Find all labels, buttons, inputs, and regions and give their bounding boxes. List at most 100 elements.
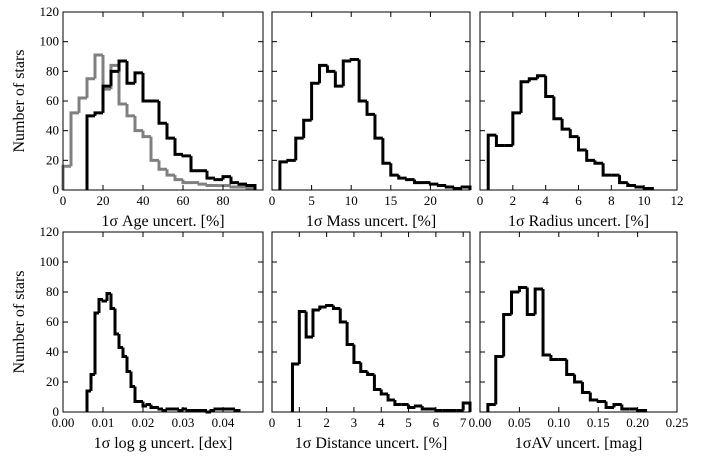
- x-tick-label: 5: [308, 193, 315, 208]
- histogram-step: [452, 187, 463, 191]
- histogram-step: [229, 185, 239, 189]
- x-tick-label: 0.25: [666, 415, 689, 430]
- x-tick-label: 0.02: [132, 415, 155, 430]
- x-tick-label: 20: [424, 193, 437, 208]
- histogram-step: [85, 114, 95, 190]
- y-tick-label: 40: [46, 123, 59, 138]
- x-tick-label: 15: [384, 193, 397, 208]
- histogram-step: [428, 182, 439, 186]
- histogram-step: [359, 362, 368, 373]
- histogram-step: [525, 287, 536, 316]
- histogram-step: [278, 160, 288, 190]
- histogram-step: [365, 101, 375, 116]
- histogram-step: [434, 409, 443, 412]
- histogram-step: [541, 289, 551, 357]
- x-tick-label: 0: [269, 193, 276, 208]
- histogram-step: [117, 59, 127, 72]
- histogram-step: [420, 406, 430, 411]
- histogram-step: [189, 155, 199, 173]
- histogram-step: [85, 389, 91, 412]
- x-tick-label: 2: [323, 415, 330, 430]
- histogram-step: [286, 158, 296, 162]
- histogram-step: [129, 371, 135, 388]
- x-tick-label: 4: [378, 415, 385, 430]
- histogram-step: [109, 293, 115, 310]
- histogram-step: [117, 334, 123, 349]
- y-tick-label: 20: [46, 374, 59, 389]
- histogram-step: [93, 111, 103, 116]
- x-tick-label: 0.01: [92, 415, 115, 430]
- histogram-step: [560, 118, 571, 131]
- y-tick-label: 80: [46, 284, 59, 299]
- x-tick-label: 20: [97, 193, 110, 208]
- histogram-step: [125, 60, 135, 85]
- x-tick-label: 8: [608, 193, 615, 208]
- histogram-step: [527, 77, 538, 82]
- y-tick-label: 120: [40, 224, 60, 239]
- histogram-step: [310, 81, 320, 121]
- histogram-step: [85, 77, 95, 99]
- histogram-step: [173, 175, 183, 182]
- histogram-step: [133, 115, 143, 133]
- histogram-step: [149, 136, 159, 162]
- y-tick-label: 60: [46, 314, 59, 329]
- axes-frame: [271, 11, 471, 191]
- y-tick-label: 100: [40, 254, 60, 269]
- histogram-step: [413, 404, 423, 408]
- histogram-step: [519, 80, 530, 113]
- histogram-step: [229, 176, 239, 185]
- histogram-step: [577, 136, 587, 152]
- histogram-step: [580, 382, 591, 394]
- axes-frame: [271, 231, 471, 413]
- histogram-step: [565, 359, 575, 376]
- histogram-step: [165, 123, 175, 140]
- histogram-step: [568, 129, 579, 139]
- histogram-step: [341, 59, 352, 87]
- histogram-step: [533, 287, 544, 315]
- histogram-step: [626, 182, 636, 188]
- x-tick-label: 10: [345, 193, 358, 208]
- histogram-step: [397, 175, 407, 180]
- x-tick-label: 0.10: [547, 415, 570, 430]
- histogram-step: [436, 184, 447, 188]
- axes-frame: [62, 231, 264, 413]
- histogram-step: [133, 71, 143, 84]
- x-tick-label: 1: [296, 415, 303, 430]
- histogram-step: [245, 184, 257, 190]
- histogram-step: [165, 169, 175, 177]
- histogram-step: [612, 403, 622, 408]
- y-tick-label: 0: [53, 404, 60, 419]
- histogram-step: [125, 103, 135, 118]
- histogram-step: [357, 59, 368, 103]
- histogram-step: [379, 389, 389, 396]
- histogram-step: [311, 308, 320, 337]
- histogram-step: [618, 175, 628, 185]
- histogram-step: [133, 386, 139, 403]
- x-tick-label: 10: [638, 193, 651, 208]
- histogram-step: [125, 356, 131, 373]
- histogram-step: [461, 401, 472, 412]
- histogram-step: [393, 400, 402, 406]
- histogram-step: [386, 394, 395, 402]
- x-tick-label: 6: [575, 193, 582, 208]
- histogram-step: [89, 373, 95, 391]
- histogram-step: [444, 185, 455, 189]
- histogram-step: [121, 347, 127, 358]
- x-tick-label: 7: [460, 415, 467, 430]
- x-tick-label: 80: [217, 193, 230, 208]
- histogram-step: [77, 96, 87, 113]
- histogram-step: [486, 403, 496, 412]
- histogram-step: [333, 71, 344, 88]
- histogram-step: [494, 135, 505, 147]
- histogram-step: [113, 308, 119, 336]
- histogram-step: [413, 179, 423, 185]
- histogram-step: [69, 111, 79, 167]
- x-axis-label: 1σ log g uncert. [dex]: [94, 435, 233, 452]
- axes-frame: [479, 11, 678, 191]
- x-tick-label: 40: [137, 193, 150, 208]
- histogram-step: [325, 304, 334, 307]
- histogram-step: [302, 118, 312, 139]
- histogram-step: [61, 164, 71, 190]
- histogram-step: [101, 84, 111, 113]
